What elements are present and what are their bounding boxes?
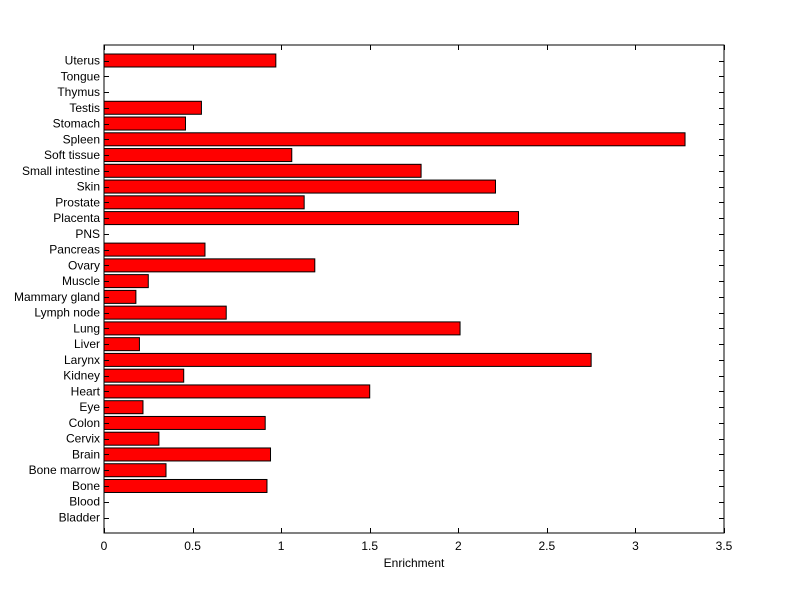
- x-axis-ticks: 0 0.5 1 1.5 2 2.5 3 3.5: [101, 45, 733, 553]
- bar-bone: [103, 478, 268, 493]
- y-tick-label: Muscle: [62, 274, 100, 288]
- bar-colon: [103, 415, 266, 430]
- bar-lung: [103, 321, 461, 336]
- y-tick-label: Mammary gland: [14, 290, 100, 304]
- y-tick-label: Eye: [79, 400, 100, 414]
- bar-spleen: [103, 132, 686, 147]
- bar-larynx: [103, 352, 592, 367]
- x-tick-label: 2: [455, 539, 462, 553]
- y-tick-label: Prostate: [55, 195, 100, 209]
- y-tick-label: Larynx: [64, 353, 100, 367]
- x-tick-label: 0: [101, 539, 108, 553]
- y-tick-label: Pancreas: [49, 243, 100, 257]
- bar-brain: [103, 447, 272, 462]
- bar-stomach: [103, 116, 186, 131]
- y-tick-label: Testis: [69, 101, 100, 115]
- bar-prostate: [103, 195, 305, 210]
- bars-group: [103, 53, 686, 493]
- y-tick-label: Ovary: [68, 258, 100, 272]
- bar-uterus: [103, 53, 277, 68]
- bar-small-intestine: [103, 163, 422, 178]
- y-tick-label: Brain: [72, 447, 100, 461]
- bar-soft-tissue: [103, 148, 293, 163]
- y-tick-label: Lung: [73, 321, 100, 335]
- y-tick-label: Bone marrow: [29, 463, 101, 477]
- y-tick-label: Heart: [71, 384, 101, 398]
- y-tick-label: Placenta: [53, 211, 100, 225]
- bar-eye: [103, 400, 144, 415]
- y-tick-label: Stomach: [53, 117, 100, 131]
- bar-skin: [103, 179, 496, 194]
- y-tick-label: Small intestine: [22, 164, 100, 178]
- y-tick-label: Spleen: [63, 132, 100, 146]
- y-tick-label: Skin: [77, 180, 100, 194]
- y-tick-label: Tongue: [61, 69, 101, 83]
- x-tick-label: 2.5: [539, 539, 556, 553]
- bar-pancreas: [103, 242, 206, 257]
- bar-ovary: [103, 258, 316, 273]
- bar-testis: [103, 100, 202, 115]
- y-tick-label: Cervix: [66, 432, 100, 446]
- x-axis-label: Enrichment: [384, 556, 445, 570]
- y-tick-label: Colon: [69, 416, 100, 430]
- bar-bone-marrow: [103, 463, 167, 478]
- x-tick-label: 3.5: [716, 539, 733, 553]
- bar-mammary-gland: [103, 289, 137, 304]
- x-tick-label: 1.5: [361, 539, 378, 553]
- y-tick-label: Soft tissue: [44, 148, 100, 162]
- x-tick-label: 0.5: [184, 539, 201, 553]
- bar-cervix: [103, 431, 160, 446]
- x-tick-label: 3: [632, 539, 639, 553]
- y-tick-label: PNS: [75, 227, 100, 241]
- bar-placenta: [103, 211, 520, 226]
- y-tick-label: Kidney: [63, 369, 100, 383]
- y-tick-label: Lymph node: [34, 306, 100, 320]
- y-tick-label: Bladder: [59, 511, 100, 525]
- y-tick-label: Uterus: [65, 54, 100, 68]
- bar-liver: [103, 337, 140, 352]
- bar-lymph-node: [103, 305, 227, 320]
- bar-kidney: [103, 368, 185, 383]
- bar-muscle: [103, 274, 149, 289]
- y-tick-label: Bone: [72, 479, 100, 493]
- y-tick-label: Liver: [74, 337, 100, 351]
- y-tick-label: Blood: [69, 495, 100, 509]
- x-tick-label: 1: [278, 539, 285, 553]
- bar-heart: [103, 384, 371, 399]
- y-tick-label: Thymus: [57, 85, 100, 99]
